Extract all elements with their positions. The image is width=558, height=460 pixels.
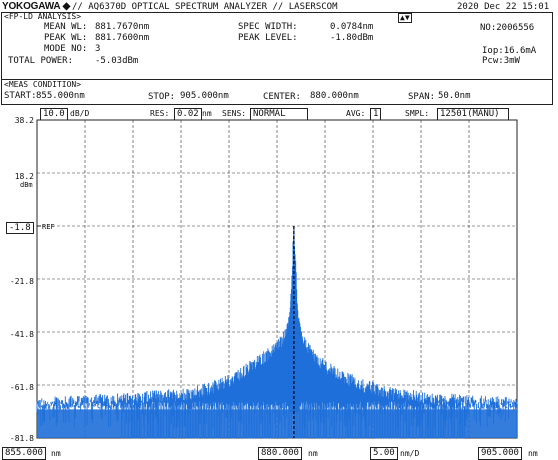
mean-wl-value: 881.7670nm [95,22,150,32]
center-label: CENTER: [263,92,301,102]
avg-label: AVG: [346,109,366,118]
y-tick-label: -41.8 [9,330,34,339]
meas-condition-panel [1,79,553,105]
brand-name: YOKOGAWA [2,1,61,12]
y-tick-label: -81.8 [9,434,34,443]
mean-wl-label: MEAN WL: [44,22,88,32]
x-start-unit: nm [51,449,61,458]
x-center-unit: nm [308,449,318,458]
start-value: 855.000nm [36,91,85,101]
spectrum-floor-fill [37,409,517,438]
pcw: Pcw:3mW [482,57,520,66]
datetime: 2020 Dec 22 15:01 [457,2,550,12]
x-start-field[interactable]: 855.000 [2,447,46,460]
span-label: SPAN: [408,92,436,102]
brand-diamond-icon: ◆ [62,1,71,12]
total-power-value: -5.03dBm [95,56,139,66]
total-power-label: TOTAL POWER: [8,56,74,66]
center-value: 880.000nm [310,91,359,101]
mode-no-value: 3 [95,44,101,54]
res-label: RES: [150,109,170,118]
instrument-title: // AQ6370D OPTICAL SPECTRUM ANALYZER // … [72,2,338,12]
peak-level-label: PEAK LEVEL: [238,33,298,43]
pcw-value: 3mW [503,56,520,66]
brand-logo: YOKOGAWA ◆ [2,2,70,12]
spec-width-value: 0.0784nm [330,22,374,32]
mode-no-label: MODE NO: [44,44,88,54]
y-tick-label: -61.8 [9,383,34,392]
y-unit-label: dBm [20,181,33,189]
smpl-label: SMPL: [405,109,430,118]
sens-label: SENS: [222,109,247,118]
ref-label: REF [42,223,55,231]
y-tick-label: -21.8 [9,277,34,286]
res-unit: nm [202,109,212,118]
up-down-arrows-icon: ▲▼ [400,13,410,22]
x-center-field[interactable]: 880.000 [258,447,302,460]
start-label: START: [4,91,37,101]
meas-section-label: <MEAS CONDITION> [4,80,82,89]
serial-no-value: 2006556 [496,23,535,33]
pcw-label: Pcw: [482,56,504,66]
x-stop-field[interactable]: 905.000 [478,447,522,460]
x-per-div-unit: nm/D [400,449,420,458]
analysis-section-label: <FP-LD ANALYSIS> [4,12,82,21]
serial-no-label: NO: [480,23,497,33]
scroll-arrows[interactable]: ▲▼ [398,13,412,23]
serial-no: NO:2006556 [480,24,534,33]
iop-value: 16.6mA [503,46,537,56]
spec-width-label: SPEC WIDTH: [238,22,298,32]
y-tick-label: 18.2 [14,172,34,181]
iop-label: Iop: [482,46,504,56]
x-per-div-field[interactable]: 5.00 [370,447,398,460]
ref-level-field[interactable]: -1.8 [6,222,34,234]
stop-value: 905.000nm [180,91,229,101]
stop-label: STOP: [148,92,176,102]
scale-unit: dB/D [70,109,90,118]
iop: Iop:16.6mA [482,47,536,56]
x-stop-unit: nm [528,449,538,458]
peak-wl-value: 881.7600nm [95,33,150,43]
y-tick-label: 38.2 [14,116,34,125]
peak-level-value: -1.80dBm [330,33,374,43]
span-value: 50.0nm [438,91,471,101]
peak-wl-label: PEAK WL: [44,33,88,43]
